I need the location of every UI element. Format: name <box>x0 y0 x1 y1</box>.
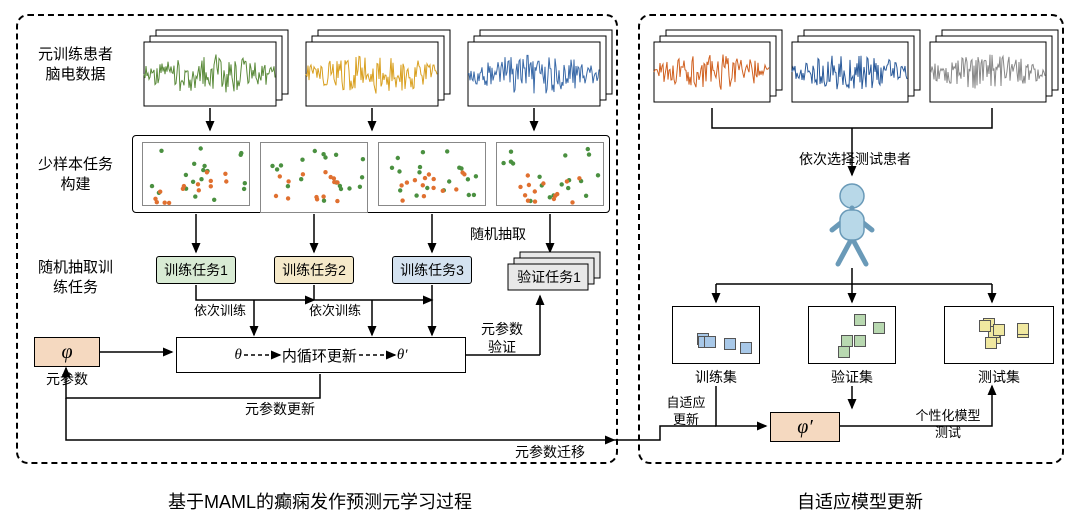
right-caption: 自适应模型更新 <box>760 488 960 514</box>
left-caption: 基于MAML的癫痫发作预测元学习过程 <box>110 488 530 514</box>
adaptive-update: 自适应 更新 <box>656 395 716 429</box>
personalized-test: 个性化模型 测试 <box>898 408 998 442</box>
